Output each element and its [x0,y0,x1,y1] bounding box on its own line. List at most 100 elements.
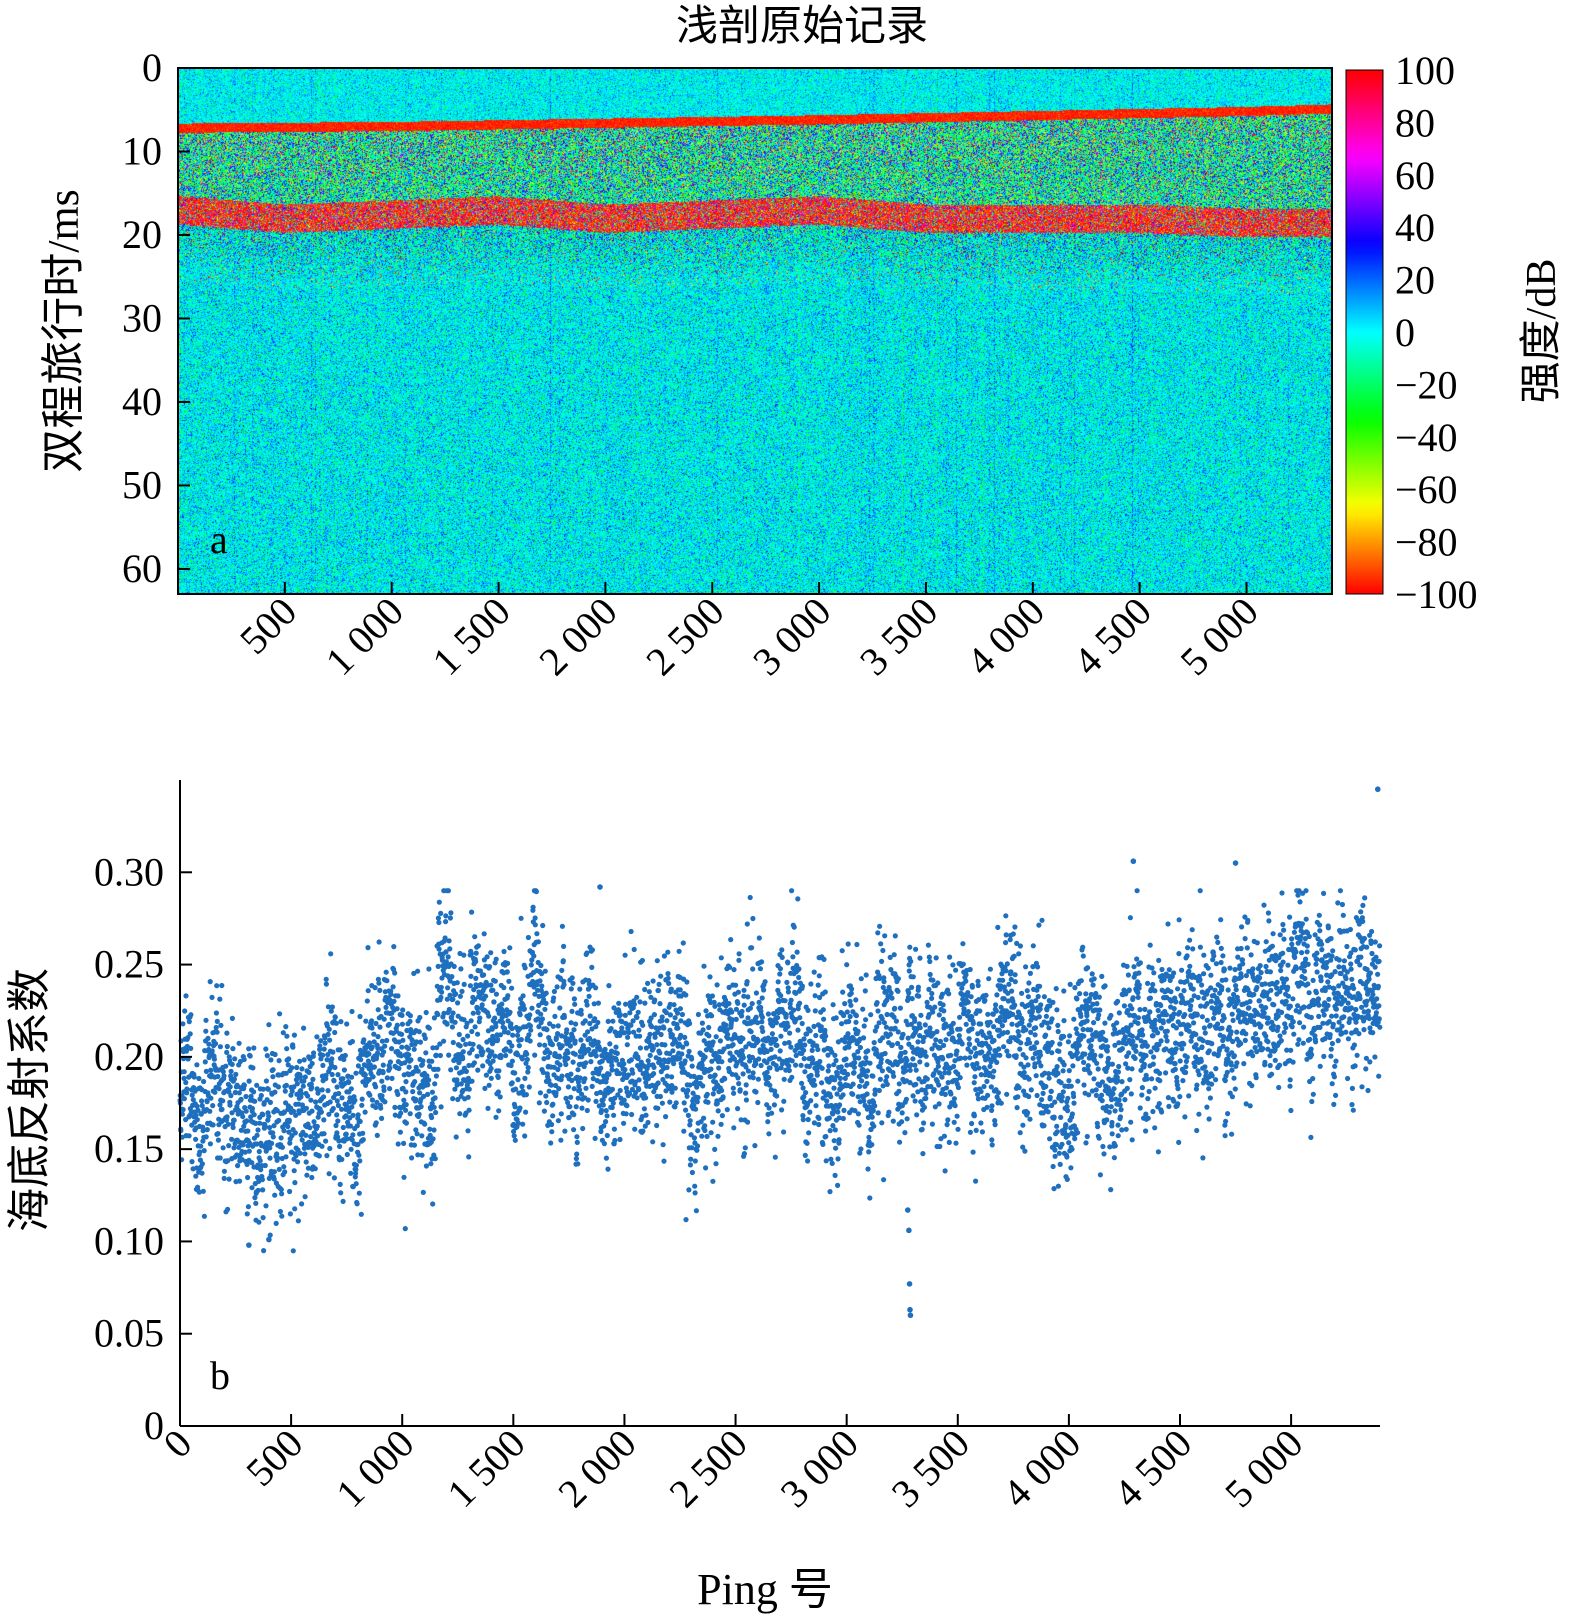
a-y-tick-label: 30 [122,295,162,340]
scatter-point [460,1056,466,1062]
scatter-point [833,1015,839,1021]
scatter-point [874,1000,880,1006]
scatter-point [544,1099,550,1106]
scatter-point [680,940,686,946]
scatter-point [335,1134,341,1140]
scatter-point [603,1119,609,1125]
scatter-point [246,1046,252,1052]
scatter-point [283,1024,289,1030]
scatter-point [220,1098,226,1104]
scatter-point [353,1162,359,1168]
scatter-point [1087,1070,1093,1076]
scatter-point [439,957,445,963]
scatter-point [731,1125,737,1131]
scatter-point [447,946,453,952]
scatter-point [915,1039,921,1045]
scatter-point [1150,1033,1156,1039]
a-x-tick-label: 4 000 [958,589,1053,684]
scatter-point [565,1099,571,1106]
scatter-point [604,1075,610,1081]
scatter-point [684,1041,690,1047]
scatter-point [1195,994,1201,1001]
scatter-point [267,1145,273,1151]
scatter-point [322,1040,328,1046]
scatter-point [589,947,596,953]
scatter-point [496,1068,502,1074]
scatter-point [694,1147,700,1153]
scatter-point [366,1077,372,1083]
scatter-point [629,1086,636,1093]
scatter-point [224,1114,230,1120]
scatter-point [1117,1102,1123,1108]
scatter-point [574,1134,580,1140]
scatter-point [429,1089,435,1095]
scatter-point [1152,1085,1158,1091]
scatter-point [891,1073,897,1079]
scatter-point [677,987,683,993]
scatter-point [270,1067,276,1073]
scatter-point [255,1187,261,1193]
scatter-point [184,1086,190,1092]
scatter-point [180,1021,186,1027]
scatter-point [356,1190,362,1196]
scatter-point [651,1012,658,1018]
scatter-point [532,922,538,928]
scatter-point [1193,1031,1199,1037]
scatter-point [181,1075,187,1081]
scatter-point [798,1062,804,1068]
scatter-point [670,1048,676,1054]
scatter-point [258,1167,264,1173]
scatter-point [788,1044,794,1050]
scatter-point [853,997,859,1003]
scatter-point [563,1095,569,1101]
scatter-point [1215,1021,1221,1027]
scatter-point [225,1206,231,1212]
scatter-point [540,1069,546,1075]
scatter-point [1220,953,1226,959]
scatter-point [658,1031,664,1038]
scatter-point [1135,994,1141,1001]
scatter-point [975,978,981,984]
scatter-point [689,1056,695,1062]
scatter-point [956,1033,962,1039]
scatter-point [669,1074,675,1080]
scatter-point [441,1010,447,1016]
scatter-point [986,1050,992,1056]
scatter-point [569,1077,575,1084]
scatter-point [413,1096,419,1102]
scatter-point [643,1045,650,1051]
scatter-point [405,1045,411,1052]
scatter-point [841,1012,847,1019]
scatter-point [1055,1183,1061,1189]
scatter-point [1017,1046,1023,1052]
scatter-point [707,974,713,980]
scatter-point [689,1169,696,1176]
scatter-point [799,1080,805,1086]
scatter-point [813,1032,819,1039]
scatter-point [470,1010,476,1016]
scatter-point [713,1034,719,1040]
scatter-point [487,964,493,970]
scatter-point [1076,1042,1082,1048]
scatter-point [988,1034,994,1040]
scatter-point [1204,1104,1210,1110]
scatter-point [690,1090,696,1096]
scatter-point [855,1028,861,1034]
scatter-point [1014,1105,1020,1111]
scatter-point [1168,989,1174,995]
scatter-point [561,1014,568,1020]
colorbar-label: 强度/dB [1519,259,1565,404]
scatter-point [941,1042,947,1048]
colorbar-tick-label: 100 [1395,48,1455,93]
scatter-point [705,1099,711,1105]
scatter-point [406,1064,412,1070]
scatter-point [560,958,566,964]
scatter-point [1106,1109,1112,1115]
panel-a-label: a [210,517,228,562]
scatter-point [1234,1029,1240,1035]
scatter-point [678,1018,684,1024]
scatter-point [872,1091,878,1097]
scatter-point [1055,1070,1061,1076]
scatter-point [823,1158,829,1164]
scatter-point [575,1079,582,1085]
